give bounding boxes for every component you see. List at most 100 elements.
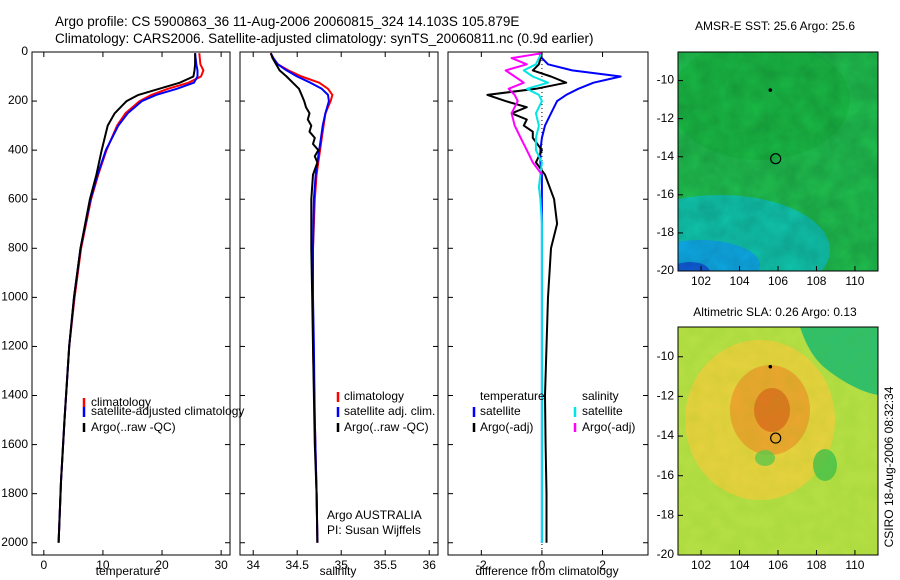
temperature-ticks: 0 10 20 30 0 200 400 600 800 1000 1200 1400 1600 1800… <box>1 44 230 572</box>
sst-map-title: AMSR-E SST: 25.6 Argo: 25.6 <box>695 19 855 33</box>
map-y-tick-label: -12 <box>657 389 675 403</box>
legend-sal-argo: Argo(-adj) <box>582 420 635 434</box>
map-y-tick-label: -20 <box>657 263 675 277</box>
sla-texture <box>678 327 878 555</box>
y-tick-label: 2000 <box>1 535 28 549</box>
argo-position-marker <box>770 153 782 165</box>
series-line-satellite-adj-clim <box>269 52 330 543</box>
sla-heatmap <box>678 327 878 555</box>
float-owner-annotation: Argo AUSTRALIA <box>327 508 422 522</box>
legend-satellite-adjusted: satellite-adjusted climatology <box>91 404 244 418</box>
sla-map-markers <box>768 364 782 444</box>
y-tick-label: 400 <box>8 142 28 156</box>
salinity-axes-frame <box>239 51 439 556</box>
map-x-tick-label: 110 <box>845 558 864 572</box>
temperature-xlabel: temperature <box>96 564 161 578</box>
y-tick-label: 1600 <box>1 437 28 451</box>
y-tick-label: 800 <box>8 240 28 254</box>
map-y-tick-label: -14 <box>657 428 675 442</box>
legend-sal-satellite: satellite <box>582 404 623 418</box>
salinity-legend: climatology satellite adj. clim. Argo(..… <box>327 389 435 537</box>
map-x-tick-label: 102 <box>691 558 711 572</box>
y-tick-label: 600 <box>8 191 28 205</box>
salinity-lines <box>269 52 334 543</box>
series-line-salinity-argo-adj <box>504 52 543 176</box>
map-x-tick-label: 108 <box>806 558 826 572</box>
figure-title-line-2: Climatology: CARS2006. Satellite-adjuste… <box>55 31 594 46</box>
legend-temp-argo: Argo(-adj) <box>480 420 533 434</box>
map-x-tick-label: 102 <box>691 274 711 288</box>
legend-argo: Argo(..raw -QC) <box>91 420 176 434</box>
temperature-legend: climatology satellite-adjusted climatolo… <box>82 395 244 434</box>
map-y-tick-label: -18 <box>657 508 675 522</box>
series-line-argo-raw-qc <box>57 53 197 543</box>
y-tick-label: 1400 <box>1 388 28 402</box>
map-y-tick-label: -16 <box>657 468 675 482</box>
difference-legend: temperature satellite Argo(-adj) salinit… <box>472 389 635 434</box>
salinity-panel: 34 34.5 35 35.5 36 salinity climatology sate… <box>239 51 439 578</box>
x-tick-label: 35 <box>335 558 349 572</box>
map-x-tick-label: 106 <box>768 558 788 572</box>
map-y-tick-label: -10 <box>657 349 675 363</box>
series-line-climatology <box>57 53 205 543</box>
sst-heatmap <box>678 52 878 271</box>
legend-satellite-adj: satellite adj. clim. <box>344 404 435 418</box>
x-tick-label: 30 <box>214 558 228 572</box>
x-tick-label: 20 <box>155 558 169 572</box>
salinity-xlabel: salinity <box>320 564 357 578</box>
x-tick-label: 0 <box>539 558 546 572</box>
sla-map-panel: Altimetric SLA: 0.26 Argo: 0.13 102 104 10… <box>657 305 879 572</box>
map-x-tick-label: 110 <box>845 274 864 288</box>
previous-position-marker <box>768 364 773 369</box>
pi-annotation: PI: Susan Wijffels <box>327 523 421 537</box>
x-tick-label: 35.5 <box>374 558 398 572</box>
legend-temperature-title: temperature <box>480 389 545 403</box>
y-tick-label: 0 <box>21 44 28 58</box>
map-y-tick-label: -14 <box>657 149 675 163</box>
legend-climatology: climatology <box>91 395 151 409</box>
difference-axes-frame <box>447 51 649 556</box>
x-tick-label: 36 <box>423 558 437 572</box>
difference-ticks: -2 0 2 <box>448 51 648 572</box>
map-x-tick-label: 104 <box>730 274 750 288</box>
series-line-argo-raw-qc <box>269 52 320 543</box>
map-y-tick-label: -16 <box>657 187 675 201</box>
series-line-temperature-satellite <box>538 52 622 543</box>
figure-title-line-1: Argo profile: CS 5900863_36 11-Aug-2006 … <box>55 14 520 29</box>
map-x-tick-label: 106 <box>768 274 788 288</box>
credit-text: CSIRO 18-Aug-2006 08:32:34 <box>882 386 896 547</box>
x-tick-label: 34 <box>247 558 261 572</box>
x-tick-label: 34.5 <box>286 558 310 572</box>
map-y-tick-label: -18 <box>657 225 675 239</box>
previous-position-marker <box>768 88 773 92</box>
legend-argo: Argo(..raw -QC) <box>344 420 429 434</box>
temperature-lines <box>57 53 205 543</box>
legend-salinity-title: salinity <box>582 389 619 403</box>
sla-map-ticks: 102 104 106 108 110 -10 -12 -14 -16 -18 -20 <box>657 349 865 572</box>
x-tick-label: 0 <box>40 558 47 572</box>
sst-map-panel: AMSR-E SST: 25.6 Argo: 25.6 102 104 106 108… <box>657 19 879 288</box>
sst-map-ticks: 102 104 106 108 110 -10 -12 -14 -16 -18 -20 <box>657 73 865 288</box>
sla-map-title: Altimetric SLA: 0.26 Argo: 0.13 <box>693 305 857 319</box>
argo-position-marker <box>770 432 782 444</box>
salinity-ticks: 34 34.5 35 35.5 36 <box>240 51 438 572</box>
difference-xlabel: difference from climatology <box>475 564 618 578</box>
sst-map-markers <box>768 88 782 165</box>
temperature-panel: 0 10 20 30 0 200 400 600 800 1000 1200 1400 1600 1800… <box>1 44 244 578</box>
x-tick-label: 10 <box>96 558 110 572</box>
temperature-axes-frame <box>31 51 231 556</box>
sst-texture <box>678 52 878 271</box>
x-tick-label: 2 <box>599 558 606 572</box>
map-x-tick-label: 104 <box>730 558 750 572</box>
x-tick-label: -2 <box>476 558 487 572</box>
difference-panel: -2 0 2 difference from climatology tempera… <box>447 51 649 578</box>
legend-temp-satellite: satellite <box>480 404 521 418</box>
y-tick-label: 1200 <box>1 339 28 353</box>
series-line-temperature-argo-adj <box>486 52 568 543</box>
map-x-tick-label: 108 <box>806 274 826 288</box>
series-line-satellite-adjusted-climatology <box>57 53 199 543</box>
difference-lines <box>486 52 622 555</box>
map-y-tick-label: -20 <box>657 547 675 561</box>
y-tick-label: 200 <box>8 93 28 107</box>
